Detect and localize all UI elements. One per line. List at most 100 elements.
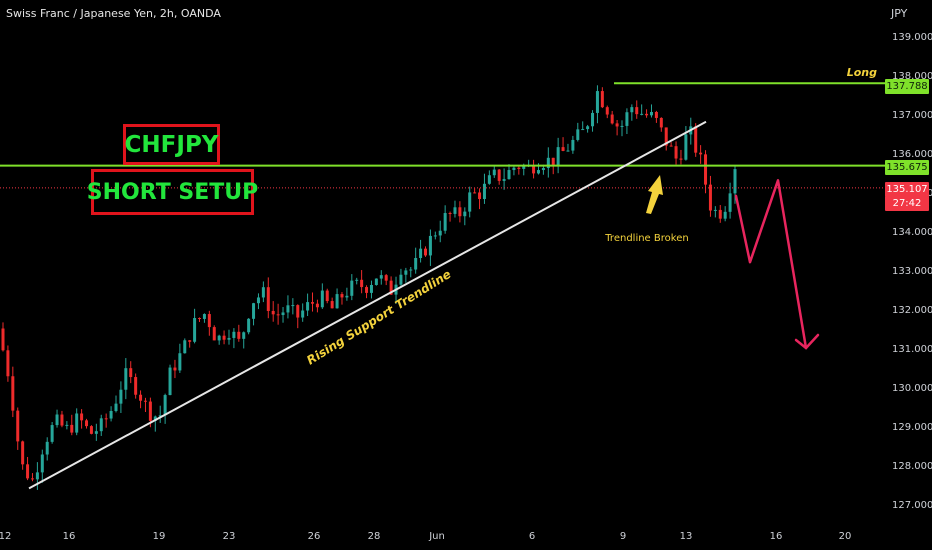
- candle-body: [492, 169, 496, 176]
- candle-body: [586, 126, 590, 130]
- candle-body: [546, 157, 550, 169]
- candle-body: [148, 401, 152, 421]
- candle-body: [158, 415, 162, 417]
- candle-body: [674, 146, 678, 159]
- candle-body: [679, 158, 683, 160]
- candle-body: [301, 310, 305, 318]
- candle-body: [428, 235, 432, 256]
- candle-body: [708, 184, 712, 211]
- candle-body: [60, 414, 64, 426]
- x-tick-label: 16: [63, 531, 76, 542]
- candle-body: [104, 418, 108, 420]
- candle-body: [453, 207, 457, 214]
- candle-body: [227, 337, 231, 340]
- y-tick-label: 130.000: [892, 383, 932, 394]
- candle-body: [266, 287, 270, 311]
- candle-body: [374, 278, 378, 285]
- countdown-tag: 27:42: [885, 196, 929, 211]
- candle-body: [89, 426, 93, 434]
- candle-body: [325, 290, 329, 302]
- candle-body: [635, 107, 639, 115]
- projection-arrowhead-icon: [794, 333, 820, 350]
- candle-body: [576, 129, 580, 140]
- candle-body: [198, 318, 202, 320]
- candle-body: [212, 327, 216, 341]
- setup-box: SHORT SETUP: [87, 169, 258, 215]
- candle-body: [232, 331, 236, 338]
- candle-body: [694, 126, 698, 153]
- x-tick-label: 12: [0, 531, 11, 542]
- candle-body: [556, 147, 560, 165]
- candle-body: [713, 209, 717, 211]
- candle-body: [6, 350, 10, 377]
- candle-body: [65, 424, 69, 426]
- candle-body: [315, 303, 319, 308]
- candle-body: [404, 270, 408, 275]
- x-tick-label: 26: [308, 531, 321, 542]
- candle-body: [296, 305, 300, 318]
- candle-body: [286, 305, 290, 313]
- x-tick-label: 13: [680, 531, 693, 542]
- x-tick-label: 20: [839, 531, 852, 542]
- candle-body: [468, 192, 472, 212]
- candle-body: [610, 114, 614, 124]
- candle-body: [188, 340, 192, 342]
- candle-body: [16, 410, 20, 442]
- candle-body: [134, 377, 138, 395]
- candle-body: [684, 134, 688, 160]
- candle-body: [1, 328, 5, 351]
- candle-body: [350, 280, 354, 296]
- candle-body: [379, 275, 383, 279]
- candle-body: [247, 318, 251, 333]
- candle-body: [30, 478, 34, 480]
- y-tick-label: 139.000: [892, 32, 932, 43]
- candle-body: [630, 107, 634, 113]
- candle-body: [419, 248, 423, 259]
- y-tick-label: 131.000: [892, 344, 932, 355]
- candle-body: [320, 290, 324, 308]
- resistance-price-tag: 135.675: [885, 160, 929, 175]
- candle-body: [40, 454, 44, 473]
- candle-body: [659, 117, 663, 128]
- x-tick-label: 6: [529, 531, 535, 542]
- long-label: Long: [847, 66, 877, 79]
- candle-body: [497, 169, 501, 181]
- candle-body: [222, 335, 226, 340]
- candle-body: [11, 376, 15, 411]
- symbol-title: Swiss Franc / Japanese Yen, 2h, OANDA: [6, 7, 221, 20]
- candle-body: [35, 472, 39, 480]
- x-tick-label: 28: [368, 531, 381, 542]
- candle-body: [591, 112, 595, 127]
- candle-body: [276, 314, 280, 316]
- candle-body: [620, 125, 624, 127]
- candle-body: [423, 248, 427, 256]
- candle-body: [458, 207, 462, 217]
- candle-body: [664, 127, 668, 146]
- candle-body: [139, 394, 143, 401]
- candle-body: [153, 416, 157, 421]
- candle-body: [360, 279, 364, 288]
- candle-body: [532, 165, 536, 174]
- candle-body: [311, 302, 315, 304]
- y-tick-label: 129.000: [892, 422, 932, 433]
- candle-body: [718, 209, 722, 219]
- symbol-box: CHFJPY: [123, 124, 220, 165]
- candle-body: [80, 413, 84, 421]
- candle-body: [443, 213, 447, 231]
- y-tick-label: 132.000: [892, 305, 932, 316]
- trendline-label: Rising Support Trendline: [304, 267, 453, 368]
- candle-body: [271, 310, 275, 315]
- candle-body: [193, 318, 197, 342]
- candle-body: [109, 411, 113, 419]
- candle-body: [389, 280, 393, 295]
- support-trendline: [28, 120, 707, 490]
- candle-body: [345, 295, 349, 298]
- candle-body: [541, 168, 545, 171]
- candle-body: [217, 335, 221, 341]
- candle-body: [178, 353, 182, 371]
- candle-body: [94, 431, 98, 434]
- candle-body: [99, 418, 103, 432]
- candle-body: [207, 314, 211, 328]
